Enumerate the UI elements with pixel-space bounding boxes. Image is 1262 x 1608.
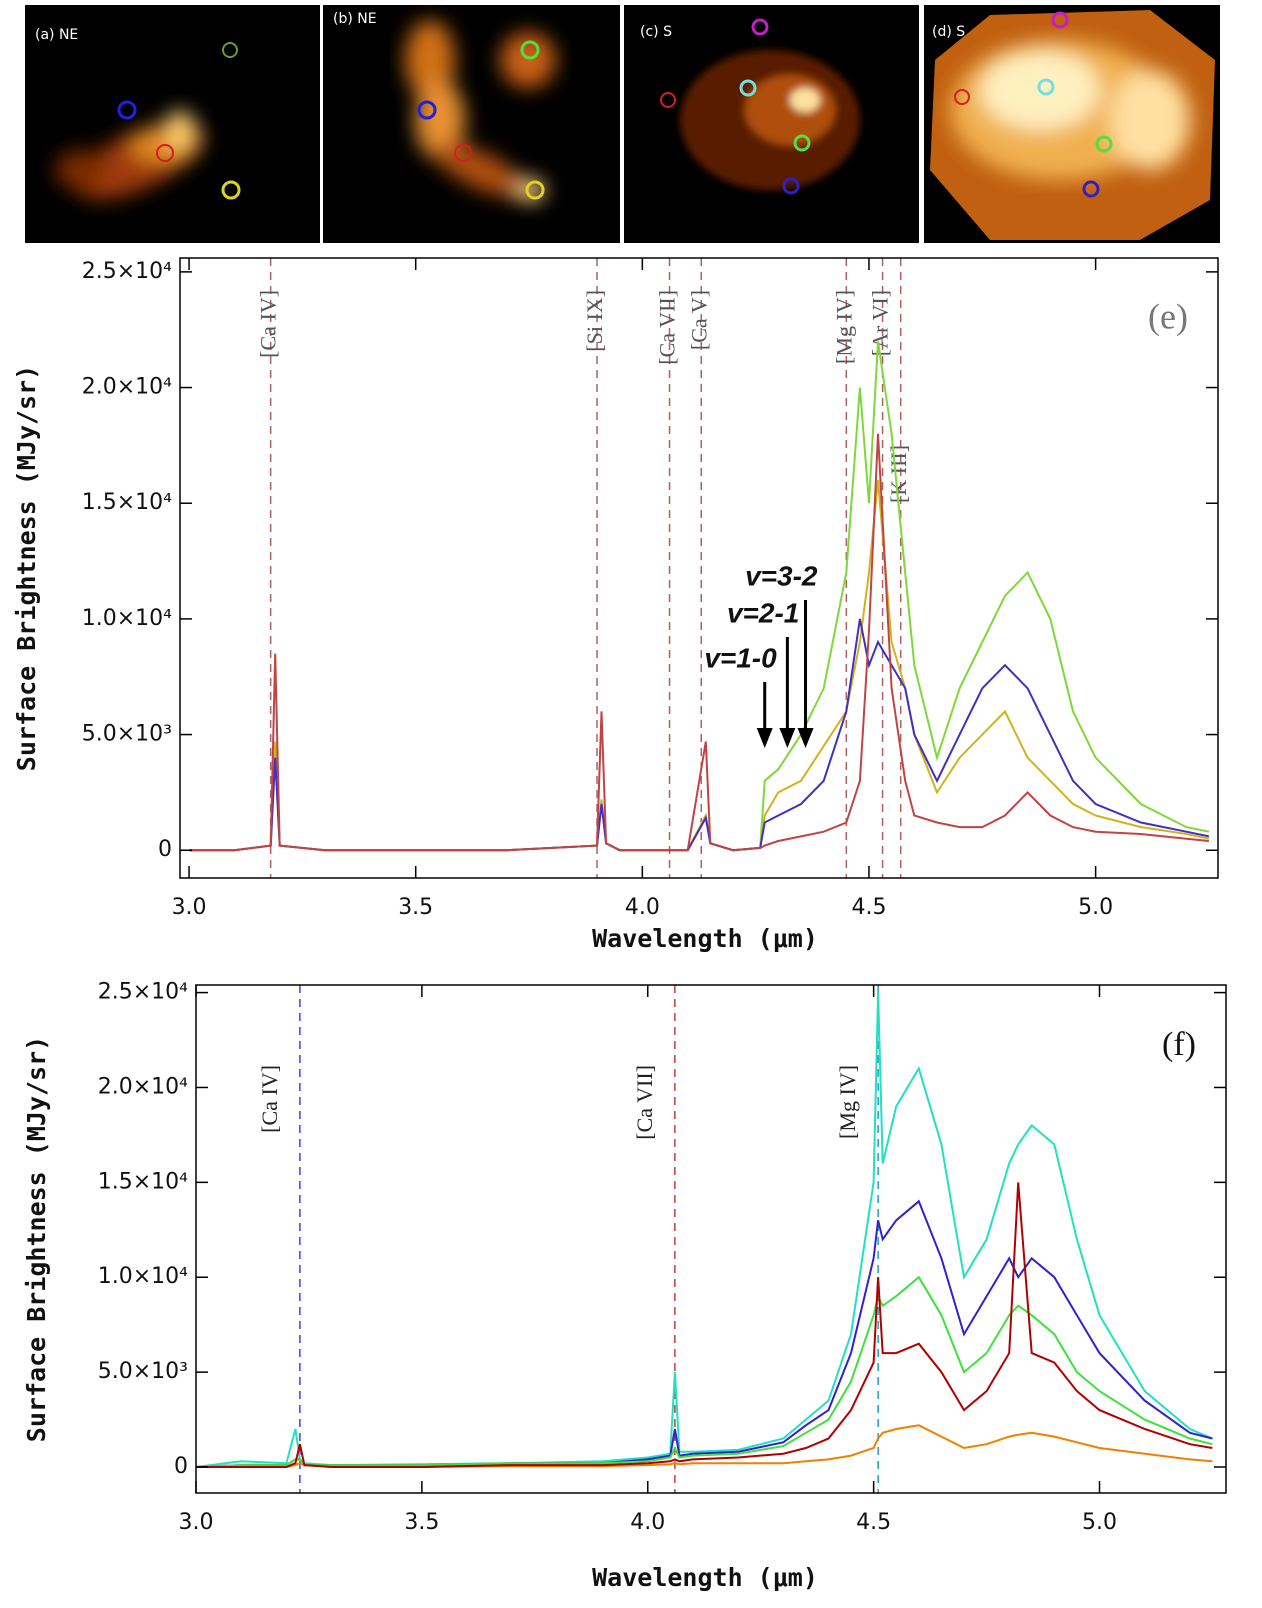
arrow-label: v=1-0: [704, 642, 777, 673]
y-tick-label: 2.5×10⁴: [98, 980, 188, 1005]
arrow-label: v=2-1: [727, 597, 799, 628]
panel-label: (e): [1148, 296, 1188, 336]
y-tick-label: 2.0×10⁴: [98, 1074, 188, 1099]
line-label: [Ar VI]: [868, 290, 893, 356]
line-label: [Ca IV]: [257, 1065, 282, 1133]
x-tick-label: 3.5: [404, 1510, 439, 1535]
panel-label: (b) NE: [333, 11, 377, 27]
line-label: [Ca V]: [686, 290, 711, 350]
x-axis-label: Wavelength (μm): [592, 1563, 818, 1592]
y-axis-label: Surface Brightness (MJy/sr): [12, 365, 41, 771]
map-panel: [624, 5, 919, 243]
map-panel: [323, 5, 620, 243]
x-tick-label: 4.5: [856, 1510, 891, 1535]
panel-label: (c) S: [640, 24, 672, 40]
spectrum-line: [196, 1275, 1213, 1468]
x-tick-label: 5.0: [1082, 1510, 1117, 1535]
panel-label: (a) NE: [35, 27, 78, 43]
panel-label: (d) S: [932, 24, 965, 40]
spectrum-line: [196, 1199, 1213, 1468]
x-tick-label: 3.5: [398, 895, 433, 920]
y-tick-label: 0: [174, 1454, 188, 1479]
x-tick-label: 3.0: [172, 895, 207, 920]
y-tick-label: 2.5×10⁴: [82, 259, 172, 284]
plot-frame: [179, 257, 1219, 879]
y-tick-label: 1.0×10⁴: [82, 606, 172, 631]
spectrum-line: [196, 1424, 1213, 1468]
arrow-head: [756, 728, 773, 748]
map-panel: [924, 5, 1220, 243]
y-tick-label: 5.0×10³: [98, 1359, 188, 1384]
arrow-head: [779, 728, 796, 748]
spectrum-line: [189, 618, 1210, 852]
line-label: [Ca IV]: [256, 290, 281, 358]
line-label: [Mg IV]: [835, 1065, 860, 1139]
y-tick-label: 5.0×10³: [82, 722, 172, 747]
spectrum-line: [189, 480, 1210, 852]
arrow-head: [797, 728, 814, 748]
y-tick-label: 2.0×10⁴: [82, 375, 172, 400]
spectrum-line: [189, 341, 1210, 852]
y-tick-label: 1.5×10⁴: [82, 490, 172, 515]
map-panel: [25, 5, 320, 243]
spectrum-line: [189, 433, 1210, 852]
line-label: [Ca VII]: [655, 290, 680, 365]
arrow-label: v=3-2: [745, 560, 818, 591]
y-axis-label: Surface Brightness (MJy/sr): [22, 1036, 51, 1442]
x-tick-label: 5.0: [1078, 895, 1113, 920]
y-tick-label: 1.0×10⁴: [98, 1264, 188, 1289]
spectrum-line: [196, 1182, 1213, 1468]
x-tick-label: 4.5: [851, 895, 886, 920]
x-tick-label: 4.0: [625, 895, 660, 920]
y-tick-label: 1.5×10⁴: [98, 1169, 188, 1194]
spectrum-line: [196, 992, 1213, 1468]
y-tick-label: 0: [158, 837, 172, 862]
x-tick-label: 3.0: [179, 1510, 214, 1535]
line-label: [Ca VII]: [632, 1065, 657, 1140]
plot-frame: [195, 984, 1227, 1494]
line-label: [Si IX]: [582, 290, 607, 352]
x-tick-label: 4.0: [630, 1510, 665, 1535]
panel-label: (f): [1162, 1026, 1196, 1063]
line-label: [Mg IV]: [831, 290, 856, 364]
x-axis-label: Wavelength (μm): [592, 924, 818, 953]
